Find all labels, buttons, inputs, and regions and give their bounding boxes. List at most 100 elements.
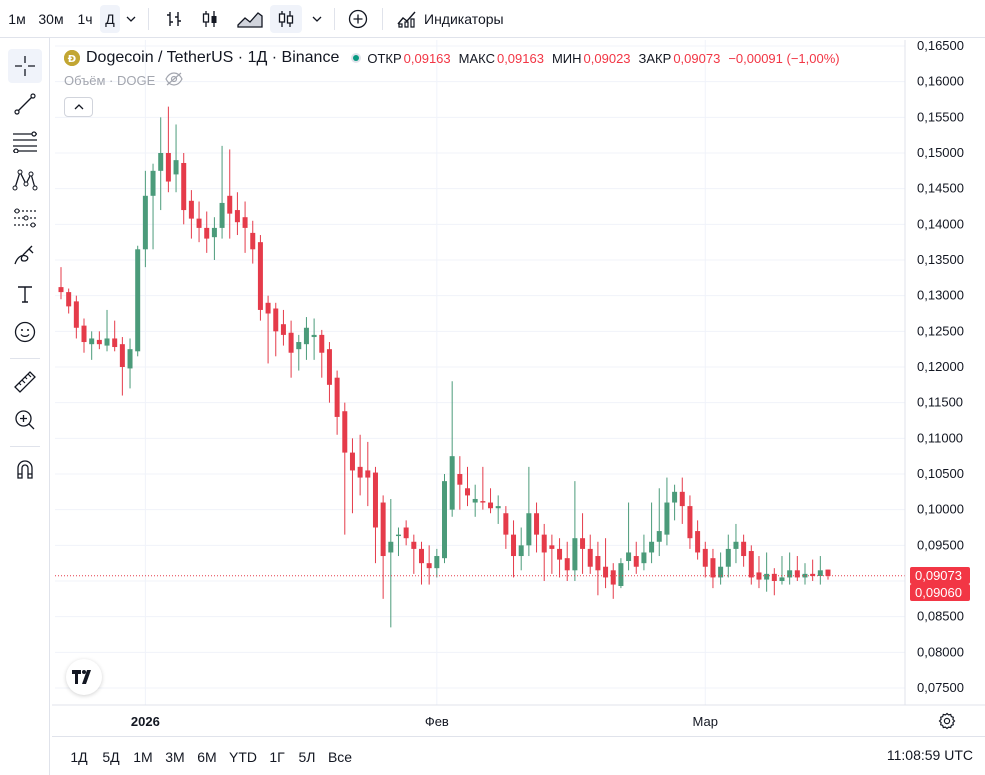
fib-retracement-icon[interactable] <box>8 125 42 159</box>
zoom-in-icon[interactable] <box>8 403 42 437</box>
candle[interactable] <box>557 538 563 578</box>
candle[interactable] <box>388 498 394 628</box>
candle[interactable] <box>434 548 440 578</box>
candle[interactable] <box>96 331 102 350</box>
symbol-title[interactable]: Dogecoin / TetherUS · 1Д · Binance <box>86 49 340 66</box>
candle[interactable] <box>457 456 463 510</box>
interval-30m-button[interactable]: 30м <box>38 11 64 27</box>
candle[interactable] <box>296 334 302 371</box>
candle[interactable] <box>173 124 179 193</box>
candle[interactable] <box>334 370 340 435</box>
candle[interactable] <box>257 235 263 321</box>
candle[interactable] <box>610 563 616 599</box>
add-symbol-icon[interactable] <box>344 5 372 33</box>
area-chart-icon[interactable] <box>234 5 266 33</box>
range-all-button[interactable]: Все <box>327 749 353 765</box>
emoji-icon[interactable] <box>8 315 42 349</box>
range-ytd-button[interactable]: YTD <box>229 749 257 765</box>
candle[interactable] <box>541 523 547 581</box>
candle[interactable] <box>372 466 378 564</box>
candle[interactable] <box>66 288 72 314</box>
magnet-icon[interactable] <box>8 453 42 487</box>
range-1d-button[interactable]: 1Д <box>70 749 88 765</box>
candle[interactable] <box>572 481 578 581</box>
candle[interactable] <box>196 201 202 243</box>
candle[interactable] <box>817 556 823 585</box>
candle[interactable] <box>725 534 731 578</box>
candle[interactable] <box>119 337 125 396</box>
candle[interactable] <box>319 329 325 378</box>
candle[interactable] <box>656 488 662 557</box>
candle[interactable] <box>227 149 233 239</box>
candle[interactable] <box>73 295 79 339</box>
collapse-legend-button[interactable] <box>64 97 93 117</box>
candle[interactable] <box>480 466 486 510</box>
candle[interactable] <box>587 534 593 574</box>
candle[interactable] <box>564 541 570 581</box>
range-3m-button[interactable]: 3М <box>165 749 185 765</box>
candle[interactable] <box>595 541 601 596</box>
candle[interactable] <box>633 541 639 574</box>
candle[interactable] <box>150 163 156 250</box>
candle[interactable] <box>472 484 478 517</box>
range-5d-button[interactable]: 5Д <box>102 749 120 765</box>
bar-chart-icon[interactable] <box>160 5 188 33</box>
candle[interactable] <box>503 506 509 549</box>
candle[interactable] <box>626 502 632 571</box>
candle[interactable] <box>495 495 501 524</box>
pattern-icon[interactable] <box>8 163 42 197</box>
candle[interactable] <box>411 534 417 574</box>
candle[interactable] <box>357 434 363 496</box>
candle[interactable] <box>580 513 586 574</box>
candle[interactable] <box>810 559 816 581</box>
chart-type-dropdown-icon[interactable] <box>308 5 326 33</box>
candle[interactable] <box>549 534 555 574</box>
candle[interactable] <box>349 438 355 514</box>
candle[interactable] <box>104 309 110 352</box>
candle[interactable] <box>265 295 271 364</box>
candle[interactable] <box>403 520 409 546</box>
candle[interactable] <box>603 538 609 589</box>
candle[interactable] <box>81 318 87 353</box>
candle[interactable] <box>710 548 716 589</box>
candle[interactable] <box>234 192 240 236</box>
candle[interactable] <box>342 402 348 535</box>
hide-eye-icon[interactable] <box>165 72 183 89</box>
candle[interactable] <box>112 320 118 352</box>
ruler-icon[interactable] <box>8 365 42 399</box>
range-6m-button[interactable]: 6М <box>197 749 217 765</box>
candle[interactable] <box>58 267 64 300</box>
indicators-button[interactable]: Индикаторы <box>392 5 512 33</box>
candle[interactable] <box>741 534 747 567</box>
candle[interactable] <box>288 320 294 378</box>
candle[interactable] <box>211 217 217 260</box>
candle[interactable] <box>326 342 332 403</box>
candle[interactable] <box>641 534 647 571</box>
range-1y-button[interactable]: 1Г <box>269 749 285 765</box>
candle[interactable] <box>380 495 386 599</box>
candle[interactable] <box>449 381 455 517</box>
candle[interactable] <box>242 201 248 253</box>
candle[interactable] <box>687 495 693 549</box>
candle[interactable] <box>442 474 447 564</box>
interval-1h-button[interactable]: 1ч <box>77 11 93 27</box>
candle[interactable] <box>718 552 724 585</box>
candle[interactable] <box>89 331 95 360</box>
candle[interactable] <box>280 309 286 346</box>
candle[interactable] <box>303 317 309 360</box>
candle[interactable] <box>465 466 471 507</box>
hollow-candles-icon[interactable] <box>270 5 302 33</box>
candle[interactable] <box>771 568 777 596</box>
candle[interactable] <box>127 338 133 389</box>
candle[interactable] <box>511 520 517 578</box>
candle[interactable] <box>695 520 701 560</box>
candle[interactable] <box>488 488 494 514</box>
candle[interactable] <box>672 484 678 521</box>
candle[interactable] <box>779 556 785 585</box>
candle[interactable] <box>649 502 655 564</box>
candle[interactable] <box>311 318 317 360</box>
candle[interactable] <box>250 220 256 264</box>
trend-line-icon[interactable] <box>8 87 42 121</box>
candle[interactable] <box>534 502 540 553</box>
candle[interactable] <box>365 441 371 507</box>
